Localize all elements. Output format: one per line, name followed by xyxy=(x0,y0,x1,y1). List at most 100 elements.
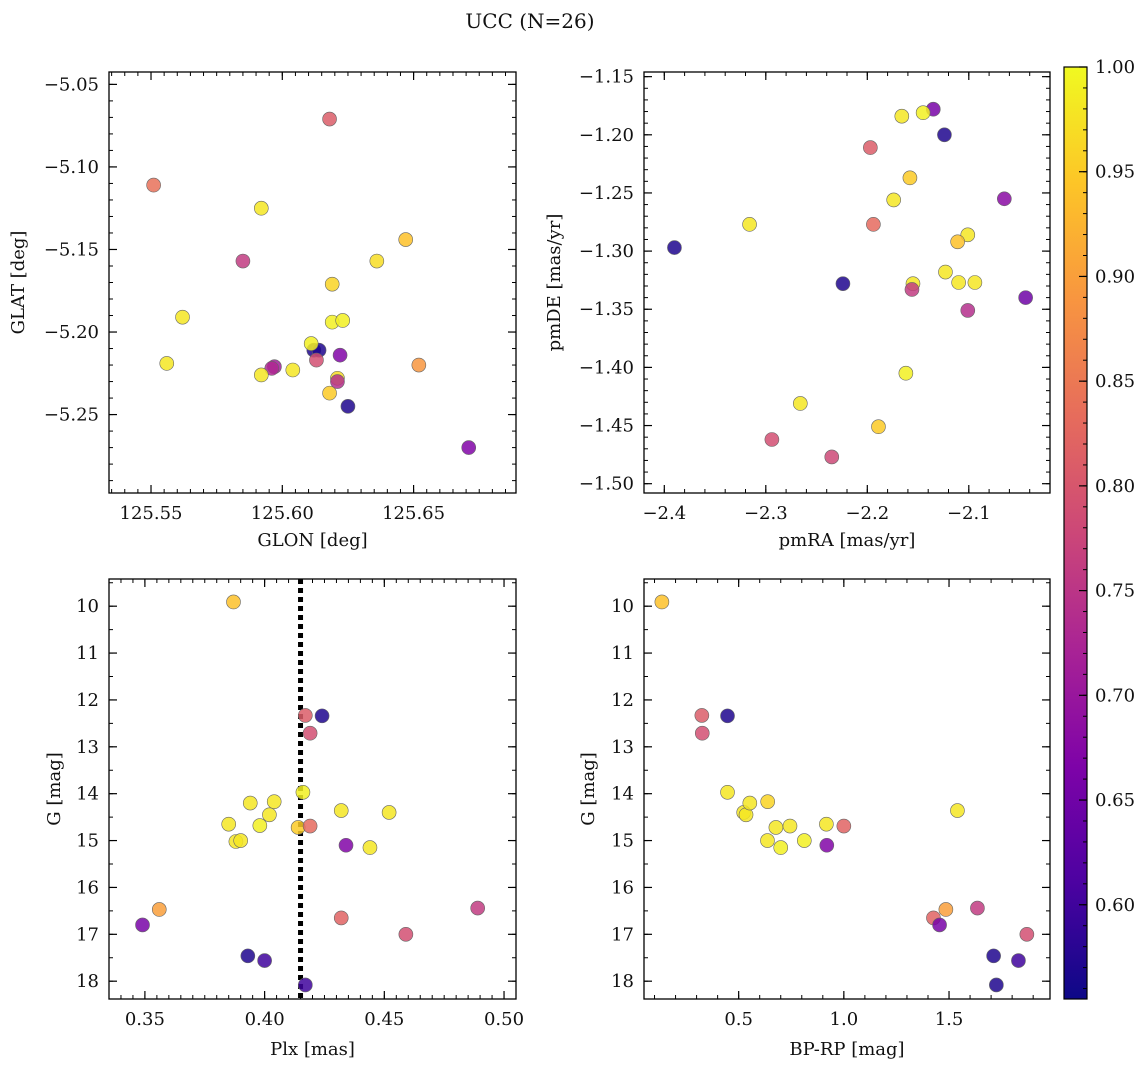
y-tick-label: −5.25 xyxy=(44,405,99,426)
data-point xyxy=(720,708,735,724)
data-point xyxy=(773,840,789,855)
data-point xyxy=(398,232,414,247)
data-point xyxy=(362,840,378,855)
data-point xyxy=(793,396,808,411)
colorbar-tick-label: 0.85 xyxy=(1095,371,1135,392)
y-tick-label: 18 xyxy=(76,971,99,992)
data-point xyxy=(989,977,1004,993)
data-point xyxy=(1018,290,1033,305)
data-point xyxy=(253,200,269,216)
y-tick-label: −5.05 xyxy=(44,74,99,95)
data-point xyxy=(330,374,345,389)
data-point xyxy=(298,708,313,723)
data-point xyxy=(796,833,812,848)
data-point xyxy=(886,192,901,208)
data-point xyxy=(871,419,886,435)
y-axis-label: pmDE [mas/yr] xyxy=(544,214,565,352)
data-point xyxy=(257,953,272,968)
y-tick-label: 11 xyxy=(76,643,99,664)
data-point xyxy=(950,803,965,818)
y-tick-label: −5.20 xyxy=(44,322,99,343)
data-point xyxy=(768,820,784,835)
y-tick-label: 11 xyxy=(611,643,634,664)
colorbar-tick-label: 1.00 xyxy=(1095,57,1135,78)
data-point xyxy=(295,784,311,800)
x-tick-label: 1.5 xyxy=(935,1009,964,1030)
colorbar-tick-label: 0.65 xyxy=(1095,790,1135,811)
data-point xyxy=(819,837,835,853)
data-point xyxy=(836,818,852,834)
data-point xyxy=(470,900,485,916)
y-tick-label: −5.15 xyxy=(44,239,99,260)
data-point xyxy=(654,594,670,610)
colorbar-tick-label: 0.95 xyxy=(1095,162,1135,183)
colorbar-tick-label: 0.75 xyxy=(1095,581,1135,602)
x-axis-label: GLON [deg] xyxy=(257,530,367,551)
x-tick-label: −2.1 xyxy=(947,503,991,524)
y-tick-label: −1.35 xyxy=(579,299,634,320)
x-tick-label: 0.50 xyxy=(484,1009,524,1030)
x-tick-label: 0.40 xyxy=(245,1009,285,1030)
y-tick-label: −1.15 xyxy=(579,67,634,88)
colorbar-tick-label: 0.80 xyxy=(1095,476,1135,497)
data-point xyxy=(338,837,354,853)
plot-frame xyxy=(108,578,517,1000)
x-tick-label: 125.65 xyxy=(382,503,445,524)
y-tick-label: 13 xyxy=(611,737,634,758)
data-point xyxy=(742,795,758,811)
data-point xyxy=(742,217,757,232)
y-tick-label: 15 xyxy=(611,831,634,852)
data-point xyxy=(915,105,931,121)
x-tick-label: −2.4 xyxy=(642,503,686,524)
data-point xyxy=(667,240,682,255)
y-tick-label: 17 xyxy=(76,924,99,945)
subplot-pmra-pmde: −2.4 −2.3 −2.2 −2.1 −1.15 −1.20 −1.25 −1.30 −1.3… xyxy=(544,67,1051,551)
data-point xyxy=(411,357,427,373)
subplot-plx-g: 0.35 0.40 0.45 0.50 10 11 12 13 14 15 16 17 18 Plx [… xyxy=(44,578,524,1060)
x-tick-label: 0.35 xyxy=(125,1009,165,1030)
y-tick-label: 16 xyxy=(76,877,99,898)
y-tick-label: 16 xyxy=(611,877,634,898)
x-tick-label: 125.55 xyxy=(120,503,183,524)
data-point xyxy=(262,807,277,823)
y-tick-label: −1.50 xyxy=(579,474,634,495)
data-point xyxy=(381,805,397,820)
data-point xyxy=(302,725,318,741)
x-tick-label: −2.2 xyxy=(845,503,889,524)
data-point xyxy=(285,362,301,378)
data-point xyxy=(302,818,318,834)
data-point xyxy=(863,140,878,155)
data-point xyxy=(233,833,248,848)
data-point xyxy=(694,708,710,723)
data-point xyxy=(1011,953,1026,968)
data-point xyxy=(221,816,237,832)
data-point xyxy=(760,794,775,809)
data-point xyxy=(720,784,735,800)
data-point xyxy=(960,227,976,243)
data-point xyxy=(322,385,337,401)
data-point xyxy=(461,440,477,455)
data-point xyxy=(314,708,330,724)
colorbar-tick-label: 0.70 xyxy=(1095,685,1135,706)
subplot-glon-glat: 125.55 125.60 125.65 −5.05 −5.10 −5.15 −5.20 −5… xyxy=(8,71,517,551)
x-tick-label: 0.5 xyxy=(724,1009,753,1030)
y-tick-label: −5.10 xyxy=(44,157,99,178)
y-tick-label: 12 xyxy=(76,690,99,711)
colorbar: 0.60 0.65 0.70 0.75 0.80 0.85 0.90 0.95 1.00 xyxy=(1063,57,1135,1000)
data-point xyxy=(253,367,269,383)
y-axis-label: GLAT [deg] xyxy=(8,231,29,335)
data-point xyxy=(226,594,241,610)
y-tick-label: −1.20 xyxy=(579,125,634,146)
data-point xyxy=(764,432,780,447)
data-point xyxy=(335,313,350,328)
data-point xyxy=(240,948,256,964)
x-axis-label: Plx [mas] xyxy=(270,1039,355,1060)
data-point xyxy=(782,818,798,834)
data-point xyxy=(997,191,1012,207)
data-point xyxy=(266,794,282,809)
data-point xyxy=(760,833,775,848)
data-point xyxy=(937,127,952,143)
y-tick-label: −1.25 xyxy=(579,183,634,204)
data-point xyxy=(938,902,954,917)
